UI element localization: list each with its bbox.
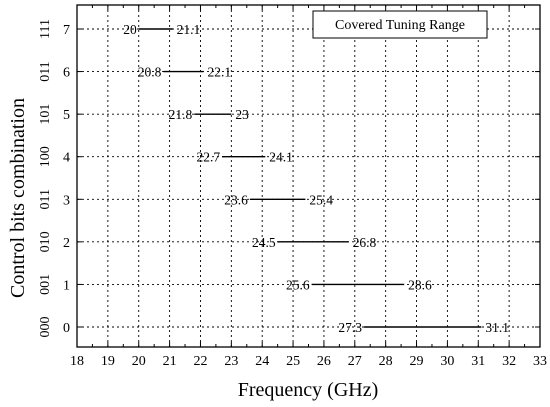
x-tick-label: 28 [379, 354, 393, 369]
y-bit-label: 010 [38, 231, 53, 252]
x-tick-label: 32 [502, 354, 516, 369]
x-tick-label: 30 [440, 354, 454, 369]
y-bit-label: 111 [38, 19, 53, 39]
data-layer: 27.3 31.1 25.6 28.6 24.5 26.8 23.6 25.4 22.7 24.1… [123, 22, 509, 335]
y-tick-label: 4 [63, 151, 70, 166]
x-tick-label: 22 [193, 354, 207, 369]
range-start-label: 20 [123, 22, 137, 37]
range-start-label: 24.5 [252, 235, 276, 250]
grid-layer [77, 5, 540, 347]
y-tick-label: 2 [63, 236, 70, 251]
range-end-label: 31.1 [485, 320, 509, 335]
range-end-label: 28.6 [408, 277, 432, 292]
range-start-label: 25.6 [286, 277, 310, 292]
x-tick-label: 18 [70, 354, 84, 369]
x-tick-label: 33 [533, 354, 547, 369]
x-tick-label: 19 [101, 354, 115, 369]
y-tick-label: 1 [63, 278, 70, 293]
range-end-label: 23 [235, 107, 249, 122]
y-bit-label: 101 [38, 104, 53, 125]
range-start-label: 21.8 [169, 107, 193, 122]
range-start-label: 23.6 [224, 192, 248, 207]
plot-frame [76, 4, 541, 348]
x-tick-label: 23 [224, 354, 238, 369]
legend: Covered Tuning Range [312, 10, 488, 39]
y-bit-label: 100 [38, 146, 53, 167]
y-tick-label: 7 [63, 23, 70, 38]
x-tick-label: 26 [317, 354, 331, 369]
x-tick-label: 25 [286, 354, 300, 369]
y-bit-label: 011 [38, 189, 53, 209]
range-start-label: 22.7 [196, 150, 220, 165]
range-end-label: 26.8 [353, 235, 377, 250]
x-tick-label: 24 [255, 354, 269, 369]
range-start-label: 20.8 [138, 65, 162, 80]
y-tick-label: 5 [63, 108, 70, 123]
y-bit-label: 001 [38, 274, 53, 295]
range-end-label: 22.1 [208, 65, 232, 80]
range-end-label: 25.4 [309, 192, 333, 207]
x-tick-label: 27 [348, 354, 362, 369]
x-tick-label: 20 [132, 354, 146, 369]
x-axis-title: Frequency (GHz) [238, 379, 379, 401]
y-tick-label: 0 [63, 321, 70, 336]
y-tick-label: 3 [63, 193, 70, 208]
legend-label: Covered Tuning Range [335, 18, 465, 33]
y-axis-title: Control bits combination [7, 98, 29, 298]
y-tick-label: 6 [63, 66, 70, 81]
legend-box [312, 10, 488, 39]
y-bit-label: 011 [38, 61, 53, 81]
x-tick-label: 31 [471, 354, 485, 369]
y-bit-label: 000 [38, 317, 53, 338]
x-tick-label: 21 [163, 354, 177, 369]
range-end-label: 21.1 [177, 22, 201, 37]
range-start-label: 27.3 [338, 320, 362, 335]
range-end-label: 24.1 [269, 150, 293, 165]
axis-layer: 18 19 20 21 22 23 24 25 26 27 28 29 30 31 32 3300001001… [38, 4, 547, 369]
x-tick-label: 29 [410, 354, 424, 369]
